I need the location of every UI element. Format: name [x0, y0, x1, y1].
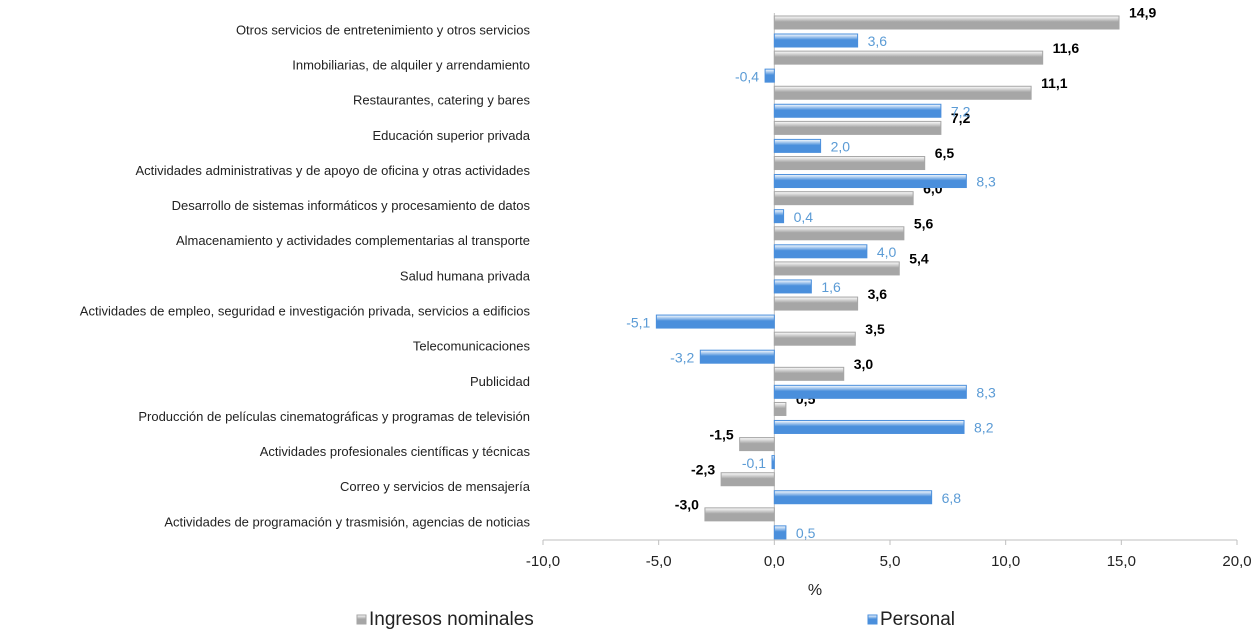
bar: [771, 455, 775, 470]
y-tick-label: Salud humana privada: [400, 268, 531, 283]
bar: [773, 138, 822, 153]
data-label: 8,2: [974, 420, 994, 436]
bar: [699, 349, 775, 364]
bar: [773, 331, 856, 346]
y-tick-label: Actividades de programación y trasmisión…: [164, 514, 530, 529]
data-label: 7,2: [951, 103, 971, 119]
data-label: -0,4: [735, 68, 759, 84]
data-label: 8,3: [976, 174, 996, 190]
data-label: -3,0: [675, 497, 699, 513]
x-tick-label: 20,0: [1222, 553, 1251, 570]
legend-marker: [867, 614, 878, 625]
data-label: 6,8: [942, 490, 962, 506]
bar: [739, 437, 775, 452]
y-tick-label: Publicidad: [470, 374, 530, 389]
bar: [773, 156, 926, 171]
data-label: -5,1: [626, 314, 650, 330]
data-label: 11,1: [1041, 75, 1068, 91]
data-label: -2,3: [691, 461, 715, 477]
y-tick-label: Restaurantes, catering y bares: [353, 93, 531, 108]
data-label: 1,6: [821, 279, 841, 295]
y-tick-label: Educación superior privada: [372, 128, 530, 143]
bar: [773, 279, 812, 294]
bar: [773, 244, 868, 259]
y-tick-label: Actividades profesionales científicas y …: [260, 444, 531, 459]
bar: [655, 314, 775, 329]
y-tick-label: Actividades administrativas y de apoyo d…: [135, 163, 530, 178]
x-tick-label: 0,0: [764, 553, 785, 570]
bar: [773, 296, 859, 311]
y-tick-label: Actividades de empleo, seguridad e inves…: [80, 304, 531, 319]
x-tick-label: 15,0: [1107, 553, 1136, 570]
bar: [764, 68, 775, 83]
bar: [773, 85, 1032, 100]
bar: [773, 15, 1120, 30]
legend-marker: [356, 614, 367, 625]
data-label: 0,5: [796, 525, 816, 541]
data-label: 4,0: [877, 244, 897, 260]
bar: [704, 507, 775, 522]
data-label: 5,4: [909, 251, 929, 267]
legend-label: Ingresos nominales: [369, 609, 534, 630]
bar: [773, 50, 1044, 65]
data-label: 3,0: [854, 356, 874, 372]
y-tick-label: Inmobiliarias, de alquiler y arrendamien…: [292, 58, 530, 73]
bar: [773, 366, 845, 381]
bar: [773, 384, 967, 399]
bar: [720, 472, 775, 487]
data-label: 3,5: [865, 321, 885, 337]
y-tick-label: Correo y servicios de mensajería: [340, 479, 531, 494]
data-label: 14,9: [1129, 5, 1156, 21]
data-label: -0,1: [742, 455, 766, 471]
y-tick-label: Producción de películas cinematográficas…: [138, 409, 530, 424]
data-label: 11,6: [1053, 40, 1080, 56]
y-tick-label: Almacenamiento y actividades complementa…: [176, 233, 530, 248]
bar: [773, 209, 785, 224]
bar: [773, 33, 859, 48]
bar: [773, 490, 933, 505]
data-label: 5,6: [914, 216, 934, 232]
bar: [773, 174, 967, 189]
y-tick-label: Telecomunicaciones: [413, 339, 531, 354]
bar: [773, 401, 787, 416]
x-tick-label: -5,0: [646, 553, 672, 570]
x-axis-title: %: [808, 582, 822, 599]
x-tick-label: -10,0: [526, 553, 560, 570]
data-label: 7,2: [951, 110, 971, 126]
y-tick-label: Otros servicios de entretenimiento y otr…: [236, 22, 531, 37]
bar: [773, 419, 965, 434]
bar: [773, 120, 942, 135]
data-label: 3,6: [868, 33, 888, 49]
data-label: 0,4: [794, 209, 814, 225]
data-label: 2,0: [831, 139, 851, 155]
bar: [773, 525, 787, 540]
x-tick-label: 5,0: [880, 553, 901, 570]
data-label: -1,5: [710, 426, 734, 442]
data-label: 3,6: [868, 286, 888, 302]
bar: [773, 191, 914, 206]
data-label: -3,2: [670, 349, 694, 365]
data-label: 6,5: [935, 145, 955, 161]
bar: [773, 103, 942, 118]
legend-label: Personal: [880, 609, 955, 630]
bar: [773, 226, 905, 241]
bar: [773, 261, 900, 276]
data-label: 8,3: [976, 385, 996, 401]
y-tick-label: Desarrollo de sistemas informáticos y pr…: [172, 198, 531, 213]
x-tick-label: 10,0: [991, 553, 1020, 570]
